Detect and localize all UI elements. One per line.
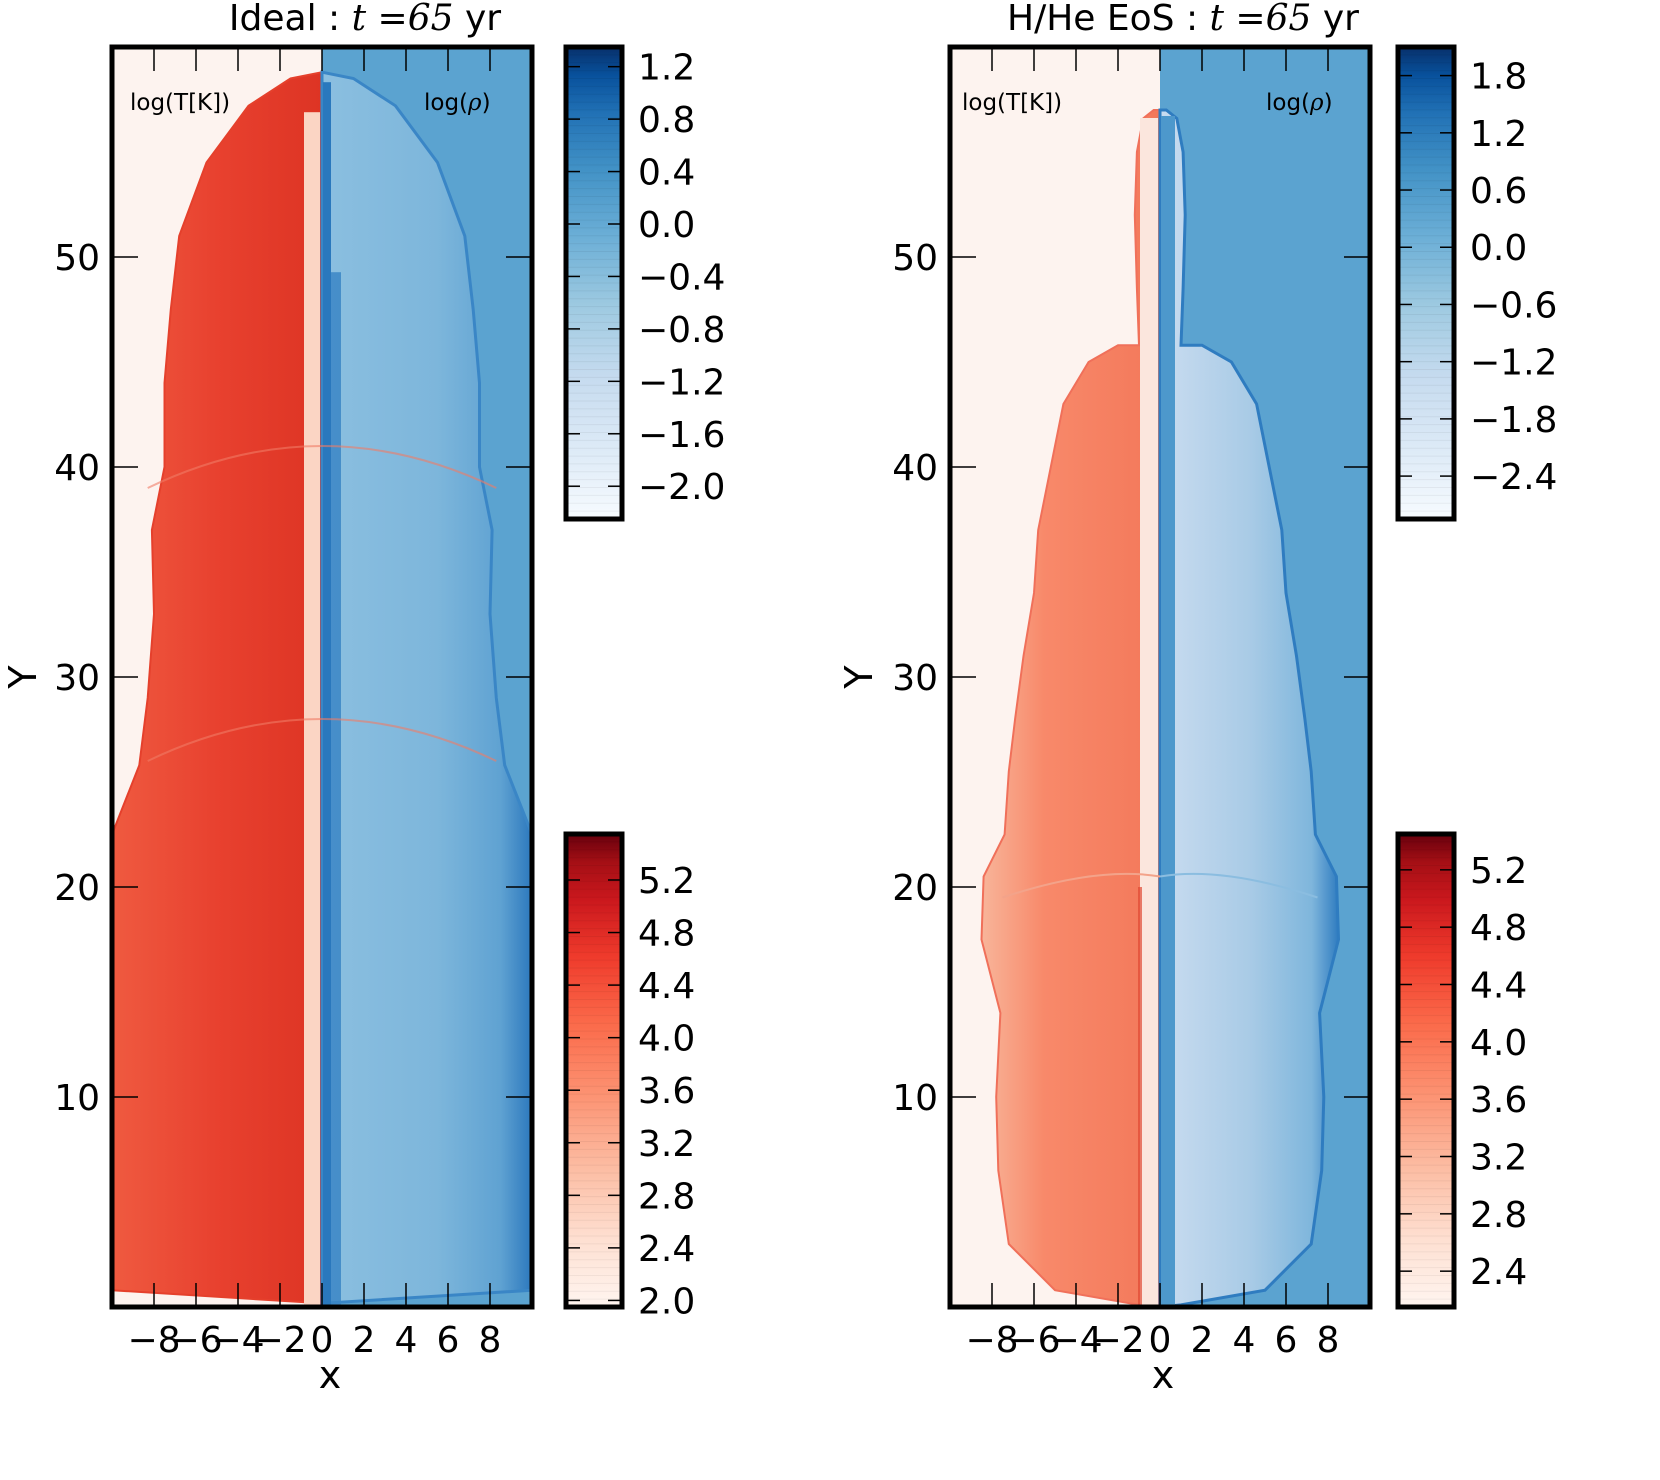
left-y-tick-label: 10 — [54, 1078, 100, 1119]
right-panel-title: H/He EoS : t =65 yr — [1007, 0, 1359, 39]
left-density-label: log(ρ) — [424, 90, 491, 116]
colorbar-tick-label: 1.8 — [1470, 57, 1527, 98]
left-x-tick-label: 6 — [437, 1320, 460, 1361]
right-x-axis-label: x — [1152, 1353, 1175, 1397]
colorbar-tick-label: 1.2 — [1470, 114, 1527, 155]
right-jet-core-temperature — [1140, 118, 1158, 1307]
left-colorbar-density: 1.2 0.8 0.4 0.0 −0.4 −0.8 −1.2 −1.6 −2.0 — [563, 44, 725, 522]
right-x-tick-label: −6 — [1007, 1320, 1060, 1361]
right-y-tick-label: 50 — [892, 238, 938, 279]
left-panel — [109, 44, 535, 1310]
left-temperature-cocoon — [112, 70, 323, 1307]
left-x-tick-label: 2 — [353, 1320, 376, 1361]
colorbar-tick-label: −0.6 — [1470, 285, 1557, 326]
colorbar-tick-label: −2.4 — [1470, 457, 1557, 498]
colorbar-tick-label: 2.4 — [638, 1229, 695, 1270]
colorbar-tick-label: 2.0 — [638, 1281, 695, 1322]
right-x-tick-label: 8 — [1317, 1320, 1340, 1361]
left-x-tick-label: 8 — [479, 1320, 502, 1361]
left-jet-core-density — [323, 82, 331, 1307]
colorbar-tick-label: −2.0 — [638, 467, 725, 508]
colorbar-tick-label: 5.2 — [1470, 851, 1527, 892]
colorbar-tick-label: 0.0 — [1470, 228, 1527, 269]
left-x-tick-label: −4 — [211, 1320, 264, 1361]
right-x-tick-label: −4 — [1049, 1320, 1102, 1361]
colorbar-tick-label: 4.8 — [638, 914, 695, 955]
right-x-tick-label: 2 — [1191, 1320, 1214, 1361]
left-jet-core-temperature — [304, 112, 320, 1307]
right-temperature-label: log(T[K]) — [962, 90, 1062, 116]
colorbar-tick-label: 2.8 — [1470, 1195, 1527, 1236]
left-panel-title: Ideal : t =65 yr — [229, 0, 501, 39]
colorbar-tick-label: 4.4 — [1470, 966, 1527, 1007]
right-density-label: log(ρ) — [1266, 90, 1333, 116]
colorbar-tick-label: −1.6 — [638, 415, 725, 456]
left-y-tick-label: 20 — [54, 868, 100, 909]
right-colorbar-density: 1.8 1.2 0.6 0.0 −0.6 −1.2 −1.8 −2.4 — [1395, 44, 1557, 522]
left-x-tick-label: −6 — [169, 1320, 222, 1361]
colorbar-tick-label: 4.0 — [638, 1019, 695, 1060]
colorbar-tick-label: −0.4 — [638, 257, 725, 298]
left-x-tick-label: −2 — [253, 1320, 306, 1361]
left-x-tick-label: 0 — [311, 1320, 334, 1361]
right-x-tick-label: 0 — [1149, 1320, 1172, 1361]
left-colorbar-temperature: 5.2 4.8 4.4 4.0 3.6 3.2 2.8 2.4 2.0 — [563, 831, 695, 1322]
right-y-tick-label: 10 — [892, 1078, 938, 1119]
colorbar-tick-label: 3.6 — [638, 1071, 695, 1112]
left-x-tick-label: 4 — [395, 1320, 418, 1361]
left-y-tick-label: 40 — [54, 448, 100, 489]
colorbar-tick-label: 3.6 — [1470, 1080, 1527, 1121]
colorbar-tick-label: 0.4 — [638, 153, 695, 194]
right-panel — [947, 44, 1373, 1310]
right-density-cocoon — [1158, 108, 1341, 1307]
left-x-tick-label: −8 — [127, 1320, 180, 1361]
colorbar-tick-label: 0.8 — [638, 100, 695, 141]
colorbar-tick-label: −1.2 — [1470, 343, 1557, 384]
colorbar-tick-label: 4.0 — [1470, 1023, 1527, 1064]
left-temperature-label: log(T[K]) — [130, 90, 230, 116]
left-x-axis-label: x — [319, 1353, 342, 1397]
left-density-cocoon — [320, 70, 532, 1307]
left-y-tick-label: 50 — [54, 238, 100, 279]
colorbars: 1.2 0.8 0.4 0.0 −0.4 −0.8 −1.2 −1.6 −2.0 5.2 4.8 4.… — [563, 44, 1557, 1322]
right-y-axis-label: Y — [837, 665, 881, 690]
right-jet-core-density — [1161, 116, 1175, 1307]
right-x-tick-label: −8 — [965, 1320, 1018, 1361]
right-temperature-cocoon — [980, 109, 1161, 1307]
colorbar-tick-label: 2.4 — [1470, 1252, 1527, 1293]
right-x-tick-label: 6 — [1275, 1320, 1298, 1361]
right-y-tick-label: 20 — [892, 868, 938, 909]
colorbar-tick-label: 1.2 — [638, 48, 695, 89]
colorbar-tick-label: 4.8 — [1470, 908, 1527, 949]
colorbar-tick-label: 5.2 — [638, 861, 695, 902]
right-y-tick-label: 40 — [892, 448, 938, 489]
right-y-tick-label: 30 — [892, 658, 938, 699]
colorbar-tick-label: 0.0 — [638, 205, 695, 246]
colorbar-tick-label: 3.2 — [638, 1124, 695, 1165]
colorbar-tick-label: −0.8 — [638, 310, 725, 351]
colorbar-tick-label: 0.6 — [1470, 171, 1527, 212]
right-colorbar-temperature: 5.2 4.8 4.4 4.0 3.6 3.2 2.8 2.4 — [1395, 831, 1527, 1310]
right-x-tick-label: −2 — [1091, 1320, 1144, 1361]
colorbar-tick-label: −1.2 — [638, 362, 725, 403]
colorbar-tick-label: 4.4 — [638, 966, 695, 1007]
colorbar-tick-label: 3.2 — [1470, 1138, 1527, 1179]
left-y-axis-label: Y — [1, 665, 45, 690]
colorbar-tick-label: −1.8 — [1470, 400, 1557, 441]
left-y-tick-label: 30 — [54, 658, 100, 699]
right-x-tick-label: 4 — [1233, 1320, 1256, 1361]
colorbar-tick-label: 2.8 — [638, 1176, 695, 1217]
